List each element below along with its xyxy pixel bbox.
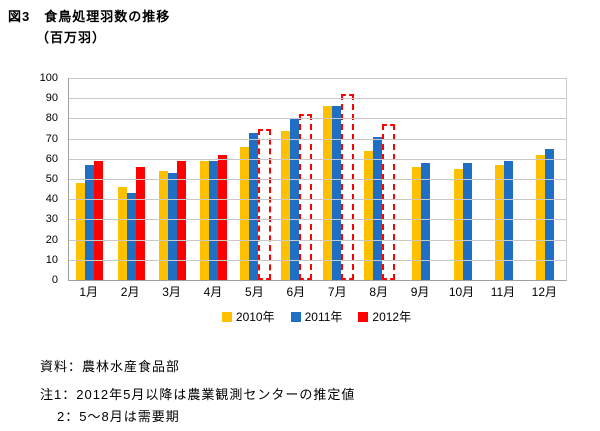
y-tick-label-30: 30 (45, 213, 58, 226)
y-tick-label-80: 80 (45, 112, 58, 125)
month-group-3月 (152, 78, 193, 280)
month-group-11月 (483, 78, 524, 280)
y-tick-label-100: 100 (39, 72, 58, 84)
bar-2011年-1月 (85, 164, 95, 280)
bar-2010年-12月 (536, 154, 546, 280)
gridline-60 (69, 158, 566, 160)
bar-2011年-10月 (462, 162, 472, 280)
bar-2012年-2月 (135, 166, 145, 280)
bar-2012年-3月 (177, 160, 187, 280)
legend-label-2012年: 2012年 (372, 310, 412, 324)
chart-unit-label: （百万羽） (36, 30, 107, 45)
month-group-9月 (400, 78, 441, 280)
y-tick-label-50: 50 (45, 173, 58, 185)
x-tick-label-5月: 5月 (245, 285, 264, 299)
bar-2010年-1月 (76, 183, 86, 280)
chart-title: 図3 食鳥処理羽数の推移 (8, 9, 171, 24)
legend-item-2012年: 2012年 (358, 308, 411, 325)
bar-2010年-3月 (159, 170, 169, 280)
bar-2010年-6月 (281, 130, 291, 280)
bar-2010年-10月 (453, 168, 463, 280)
month-group-8月 (359, 78, 400, 280)
legend-item-2011年: 2011年 (290, 308, 343, 325)
legend-swatch-2012年 (358, 311, 369, 322)
month-group-4月 (193, 78, 234, 280)
month-group-2月 (110, 78, 151, 280)
x-tick-label-9月: 9月 (410, 285, 430, 299)
x-tick-label-4月: 4月 (203, 285, 223, 299)
gridline-80 (69, 118, 566, 120)
gridline-40 (69, 199, 566, 201)
legend-label-2011年: 2011年 (304, 310, 343, 324)
gridline-50 (69, 179, 566, 180)
month-group-7月 (318, 78, 359, 280)
bar-2012年-1月 (94, 160, 104, 280)
legend-swatch-2010年 (221, 311, 232, 322)
x-tick-label-6月: 6月 (286, 285, 306, 299)
legend-swatch-2011年 (290, 311, 301, 322)
x-tick-label-1月: 1月 (79, 285, 99, 299)
bar-2010年-2月 (117, 187, 127, 280)
x-tick-label-11月: 11月 (490, 285, 516, 299)
y-tick-label-90: 90 (45, 92, 58, 105)
month-group-10月 (442, 78, 483, 280)
bar-2011年-8月 (373, 136, 383, 280)
bar-2010年-9月 (412, 166, 422, 280)
y-tick-label-10: 10 (45, 253, 58, 266)
bar-2012年-4月 (218, 154, 228, 280)
gridline-70 (69, 138, 566, 140)
x-tick-label-10月: 10月 (448, 285, 475, 299)
plot-area (68, 78, 567, 281)
bar-2012年-8月-estimated (382, 124, 396, 280)
y-tick-label-70: 70 (45, 132, 58, 145)
bar-2011年-7月 (331, 106, 341, 280)
x-tick-label-12月: 12月 (531, 285, 558, 299)
footer-note-1: 注1：2012年5月以降は農業観測センターの推定値 (40, 387, 356, 402)
bar-2011年-5月 (248, 132, 258, 280)
y-tick-label-40: 40 (45, 193, 58, 206)
x-tick-label-8月: 8月 (369, 285, 388, 299)
month-group-12月 (525, 78, 566, 280)
gridline-90 (69, 98, 566, 100)
y-tick-label-0: 0 (51, 274, 58, 286)
bar-2011年-4月 (209, 160, 219, 280)
bar-2010年-5月 (239, 146, 249, 280)
footer-note-2: 2：5～8月は需要期 (57, 409, 180, 424)
y-axis: 0 10 20 30 40 50 60 70 80 90 100 (26, 72, 64, 286)
month-group-5月 (235, 78, 276, 280)
bar-2010年-11月 (494, 164, 504, 280)
bars-row (69, 78, 566, 280)
legend: 2010年 2011年 2012年 (68, 308, 565, 325)
gridline-30 (69, 219, 566, 221)
bar-2011年-3月 (168, 172, 178, 280)
gridline-10 (69, 259, 566, 261)
bar-2011年-9月 (421, 162, 431, 280)
bar-2012年-5月-estimated (257, 128, 271, 280)
x-axis: 1月 2月 3月 4月 5月 6月 7月 8月 9月 10月 11月 12月 (68, 284, 565, 300)
gridline-20 (69, 239, 566, 241)
bar-2010年-8月 (364, 150, 374, 280)
x-tick-label-3月: 3月 (162, 285, 181, 299)
bar-2011年-11月 (503, 160, 513, 280)
x-tick-label-2月: 2月 (120, 285, 140, 299)
gridline-100 (69, 78, 566, 79)
bar-2011年-12月 (545, 148, 555, 280)
legend-label-2010年: 2010年 (235, 310, 275, 324)
legend-item-2010年: 2010年 (221, 308, 275, 325)
bar-2010年-7月 (322, 106, 332, 280)
month-group-1月 (69, 78, 110, 280)
y-tick-label-60: 60 (45, 152, 58, 165)
bar-2012年-7月-estimated (340, 94, 354, 280)
bar-2010年-4月 (200, 160, 210, 280)
bar-2011年-2月 (126, 193, 136, 280)
y-tick-label-20: 20 (45, 233, 58, 246)
footer-source: 資料：農林水産食品部 (40, 359, 181, 374)
x-tick-label-7月: 7月 (327, 285, 347, 299)
bar-2012年-6月-estimated (299, 114, 313, 280)
